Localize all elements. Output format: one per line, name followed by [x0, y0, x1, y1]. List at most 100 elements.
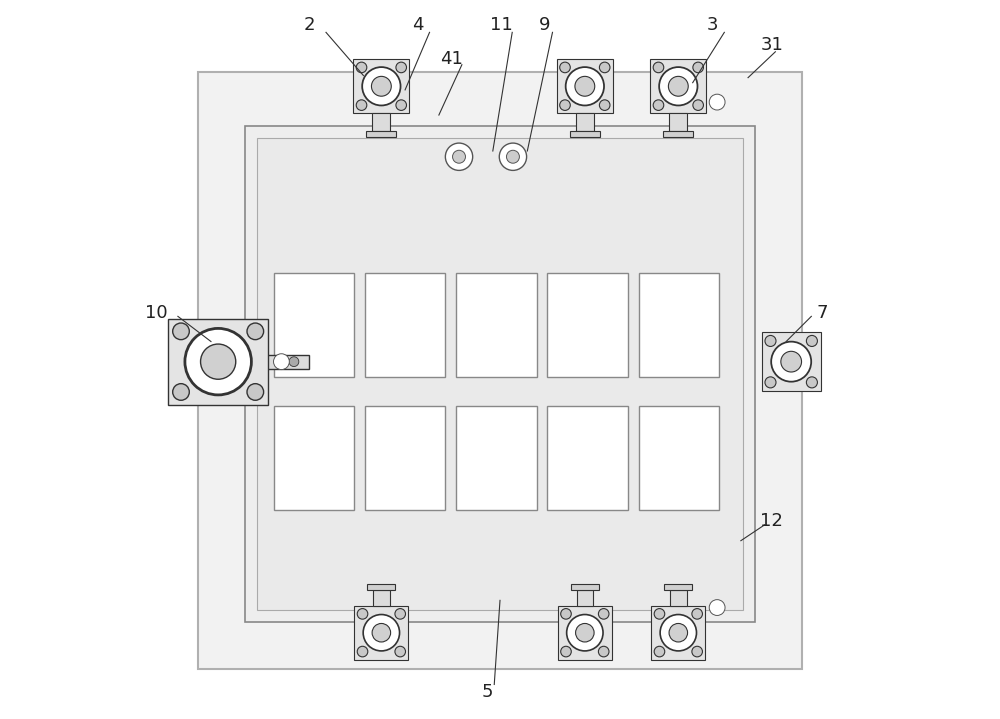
Circle shape: [356, 62, 367, 73]
Bar: [367, 585, 395, 590]
Text: 11: 11: [490, 16, 513, 35]
Bar: [557, 59, 613, 114]
Circle shape: [453, 150, 465, 163]
Text: 3: 3: [706, 16, 718, 35]
Text: 4: 4: [412, 16, 423, 35]
Bar: [558, 605, 612, 660]
Text: 5: 5: [481, 682, 493, 701]
Circle shape: [653, 100, 664, 111]
Circle shape: [693, 62, 703, 73]
Bar: [274, 273, 354, 377]
Circle shape: [653, 62, 664, 73]
Bar: [365, 406, 445, 510]
Circle shape: [357, 646, 368, 657]
Circle shape: [561, 646, 571, 657]
Circle shape: [201, 344, 236, 379]
Circle shape: [806, 377, 817, 388]
Circle shape: [567, 615, 603, 651]
Circle shape: [575, 76, 595, 96]
Circle shape: [371, 76, 391, 96]
Bar: [670, 590, 687, 605]
Bar: [762, 332, 821, 391]
Bar: [650, 59, 706, 114]
Text: 9: 9: [539, 16, 550, 35]
Circle shape: [560, 62, 570, 73]
Circle shape: [765, 377, 776, 388]
Bar: [547, 406, 628, 510]
Circle shape: [765, 336, 776, 347]
Bar: [198, 72, 802, 669]
Bar: [570, 131, 600, 137]
Circle shape: [669, 623, 688, 642]
Circle shape: [363, 615, 400, 651]
Bar: [168, 319, 268, 405]
Circle shape: [247, 323, 264, 339]
Bar: [365, 273, 445, 377]
Circle shape: [692, 646, 702, 657]
Circle shape: [396, 100, 407, 111]
Bar: [354, 605, 408, 660]
Circle shape: [781, 352, 802, 372]
Bar: [353, 59, 409, 114]
Text: 31: 31: [760, 35, 783, 54]
Circle shape: [576, 623, 594, 642]
Bar: [639, 406, 719, 510]
Bar: [576, 114, 594, 131]
Circle shape: [660, 615, 697, 651]
Circle shape: [561, 608, 571, 619]
Text: 10: 10: [145, 303, 168, 322]
Circle shape: [506, 150, 519, 163]
Text: 7: 7: [816, 303, 828, 322]
Circle shape: [806, 336, 817, 347]
Bar: [663, 131, 693, 137]
Bar: [257, 138, 743, 610]
Bar: [651, 605, 705, 660]
Circle shape: [356, 100, 367, 111]
Circle shape: [709, 600, 725, 615]
Circle shape: [395, 646, 406, 657]
Circle shape: [357, 608, 368, 619]
Circle shape: [654, 646, 665, 657]
Circle shape: [247, 384, 264, 400]
Bar: [274, 406, 354, 510]
Circle shape: [560, 100, 570, 111]
Bar: [639, 273, 719, 377]
Bar: [373, 590, 390, 605]
Bar: [669, 114, 687, 131]
Circle shape: [659, 67, 697, 106]
Circle shape: [598, 608, 609, 619]
Circle shape: [173, 384, 189, 400]
Circle shape: [693, 100, 703, 111]
Circle shape: [372, 623, 391, 642]
Circle shape: [445, 143, 473, 170]
Circle shape: [185, 329, 251, 395]
Circle shape: [771, 342, 811, 382]
Circle shape: [654, 608, 665, 619]
Circle shape: [566, 67, 604, 106]
Circle shape: [599, 62, 610, 73]
Text: 2: 2: [304, 16, 315, 35]
Circle shape: [709, 94, 725, 110]
Bar: [267, 354, 309, 369]
Circle shape: [499, 143, 527, 170]
Circle shape: [692, 608, 702, 619]
Circle shape: [362, 67, 401, 106]
Circle shape: [598, 646, 609, 657]
Bar: [456, 406, 537, 510]
Text: 12: 12: [760, 512, 783, 531]
Bar: [456, 273, 537, 377]
Circle shape: [396, 62, 407, 73]
Bar: [664, 585, 692, 590]
Bar: [245, 126, 755, 622]
Text: 41: 41: [440, 50, 463, 68]
Circle shape: [395, 608, 406, 619]
Circle shape: [173, 323, 189, 339]
Circle shape: [599, 100, 610, 111]
Bar: [366, 131, 396, 137]
Circle shape: [289, 357, 299, 367]
Bar: [547, 273, 628, 377]
Bar: [571, 585, 599, 590]
Bar: [577, 590, 593, 605]
Bar: [372, 114, 390, 131]
Circle shape: [668, 76, 688, 96]
